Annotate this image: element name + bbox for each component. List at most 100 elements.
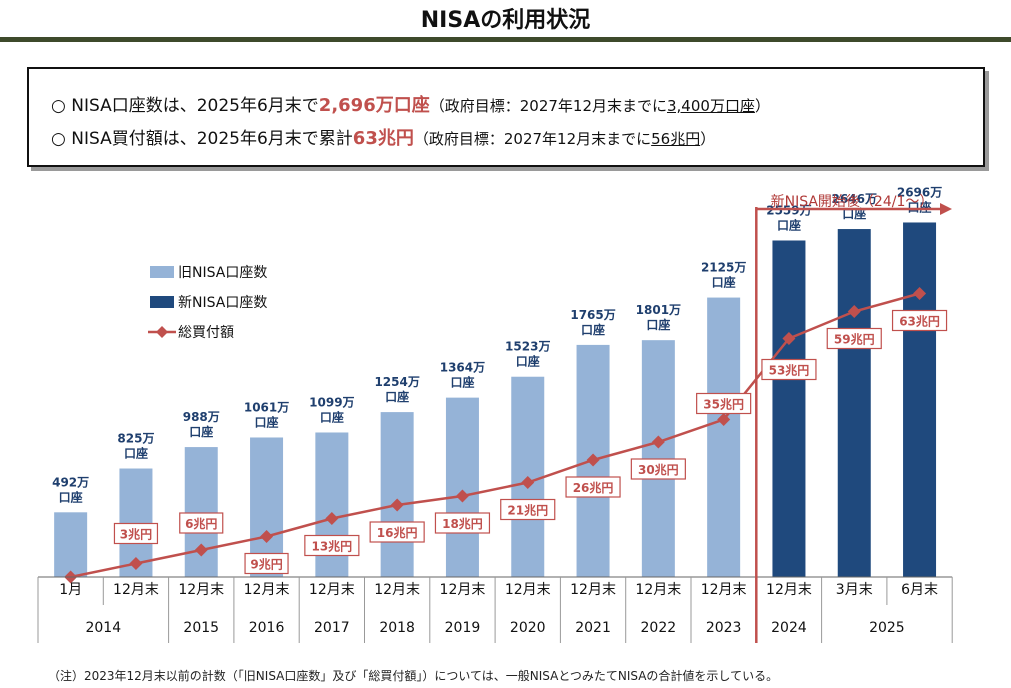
new-nisa-arrow-head (940, 203, 952, 215)
line-value-label: 21兆円 (507, 503, 548, 518)
bar (707, 297, 741, 577)
bar-value-label: 825万 (117, 432, 154, 446)
bar-value-label: 口座 (320, 409, 344, 424)
highlight-value: 63兆円 (352, 128, 414, 149)
line-value-box (696, 392, 752, 415)
line-value-box (761, 358, 817, 381)
legend-label-line: 総買付額 (178, 325, 234, 341)
line-value-box (826, 327, 882, 350)
new-nisa-annotation: 新NISA開始後（24/1～） (771, 194, 934, 210)
line-value-box (500, 498, 556, 521)
line-value-label: 63兆円 (899, 314, 940, 329)
legend-swatch-old (150, 266, 174, 278)
line-value-box (113, 522, 159, 545)
x-year-label: 2015 (183, 620, 219, 636)
bar-value-label: 2646万 (832, 192, 877, 206)
line-value-label: 6兆円 (185, 516, 217, 531)
line-point-marker (847, 305, 861, 318)
line-value-box (630, 458, 686, 480)
x-tick-label: 6月末 (901, 582, 938, 598)
line-point-marker (717, 413, 731, 426)
bar (54, 512, 88, 577)
line-value-box (434, 512, 491, 534)
line-point-marker (325, 512, 339, 525)
x-year-label: 2020 (510, 620, 546, 636)
line-value-label: 3兆円 (120, 527, 152, 542)
bar-value-label: 1801万 (636, 303, 681, 317)
x-tick-label: 3月末 (836, 582, 873, 598)
legend-swatch-new (150, 296, 174, 308)
x-year-label: 2025 (869, 620, 905, 636)
line-point-marker (651, 435, 665, 449)
x-year-label: 2024 (771, 620, 807, 636)
target-value: 56兆円 (651, 130, 701, 148)
x-year-label: 2022 (641, 620, 677, 636)
footnote: （注）2023年12月末以前の計数（「旧NISA口座数」及び「総買付額」）につい… (48, 669, 779, 683)
legend-swatch-marker (156, 326, 168, 338)
bar-value-label: 口座 (516, 354, 540, 369)
line-value-label: 16兆円 (377, 525, 418, 540)
legend-label-new: 新NISA口座数 (178, 295, 267, 311)
legend-label-old: 旧NISA口座数 (178, 265, 267, 281)
bar-value-label: 口座 (646, 317, 670, 332)
x-tick-label: 12月末 (309, 582, 355, 598)
line-point-marker (782, 332, 796, 345)
bar-value-label: 1099万 (309, 395, 354, 409)
highlight-value: 2,696万口座 (318, 95, 430, 116)
x-tick-label: 12月末 (701, 582, 747, 598)
x-year-label: 2017 (314, 620, 350, 636)
title-rule (0, 37, 1011, 42)
line-value-box (179, 512, 224, 534)
bar-value-label: 口座 (189, 424, 213, 439)
target-suffix: ） (700, 130, 716, 148)
bar-value-label: 口座 (908, 199, 932, 214)
line-point-marker (390, 498, 404, 512)
line-point-marker (194, 543, 208, 557)
line-point-marker (586, 453, 600, 467)
bar (837, 229, 871, 577)
line-point-marker (455, 489, 469, 503)
bar-value-label: 1061万 (244, 400, 289, 414)
x-tick-label: 12月末 (244, 582, 290, 598)
total-purchase-line (70, 292, 920, 579)
line-value-box (369, 521, 425, 543)
line-value-box (891, 309, 948, 332)
x-tick-label: 12月末 (635, 582, 681, 598)
bar-value-label: 口座 (712, 275, 736, 290)
bullet: ○ (51, 129, 66, 149)
line-value-label: 53兆円 (769, 363, 810, 378)
x-year-label: 2018 (379, 620, 415, 636)
x-tick-label: 12月末 (374, 582, 420, 598)
summary-box: ○ NISA口座数は、2025年6月末で2,696万口座（政府目標：2027年1… (27, 67, 985, 167)
target-suffix: ） (754, 97, 770, 115)
line-point-marker (913, 287, 927, 300)
summary-line-accounts: ○ NISA口座数は、2025年6月末で2,696万口座（政府目標：2027年1… (51, 91, 770, 117)
bar (903, 222, 937, 577)
bar-value-label: 2696万 (897, 185, 942, 199)
x-tick-label: 12月末 (113, 582, 159, 598)
x-year-label: 2016 (249, 620, 285, 636)
target-prefix: （政府目標：2027年12月末までに (413, 130, 652, 148)
bar-value-label: 1254万 (374, 375, 419, 389)
x-tick-label: 12月末 (505, 582, 551, 598)
bar-value-label: 2559万 (766, 203, 811, 217)
bar-value-label: 492万 (52, 475, 89, 489)
bar-value-label: 口座 (385, 389, 409, 404)
line-value-box (565, 476, 621, 498)
bar-value-label: 1523万 (505, 340, 550, 354)
bar-value-label: 2125万 (701, 261, 746, 275)
line-value-label: 9兆円 (250, 557, 282, 572)
bar-value-label: 口座 (777, 217, 801, 232)
bar (772, 240, 806, 577)
bar-value-label: 1765万 (570, 308, 615, 322)
x-year-label: 2023 (706, 620, 742, 636)
target-prefix: （政府目標：2027年12月末までに (429, 97, 667, 115)
x-tick-label: 12月末 (440, 582, 486, 598)
x-tick-label: 1月 (59, 582, 82, 598)
line-value-box (304, 534, 360, 557)
summary-text: NISA口座数は、2025年6月末で (71, 96, 319, 116)
x-year-label: 2021 (575, 620, 611, 636)
nisa-chart: 492万口座825万口座988万口座1061万口座1099万口座1254万口座1… (37, 185, 953, 643)
bullet: ○ (51, 96, 66, 116)
x-tick-label: 12月末 (766, 582, 812, 598)
